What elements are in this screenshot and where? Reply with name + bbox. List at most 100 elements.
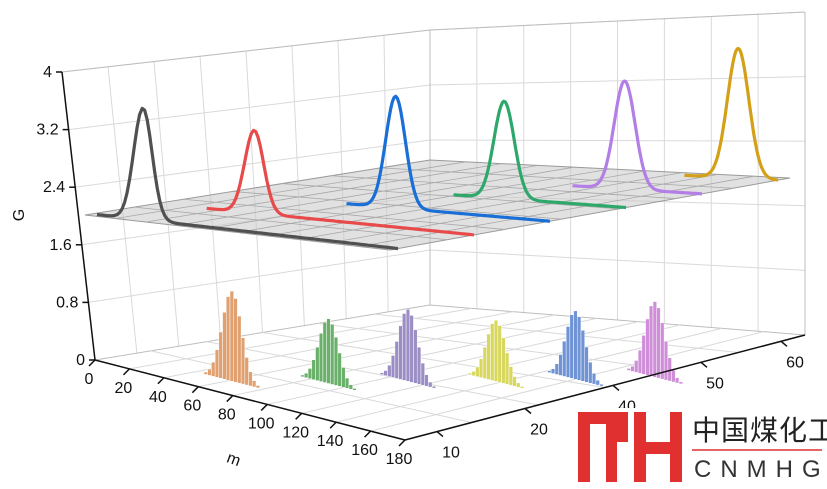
bar [229, 290, 234, 382]
curve-series [683, 46, 779, 182]
x-tick [260, 403, 268, 411]
z-axis-title: G [11, 209, 28, 221]
bar [482, 346, 487, 379]
bar-series [626, 301, 683, 385]
bar [322, 322, 327, 383]
bar [211, 362, 216, 377]
bar [508, 366, 513, 386]
bar [402, 313, 407, 381]
z-axis: 0 0.8 1.6 2.4 3.2 4 G [11, 64, 96, 369]
bar [652, 301, 657, 378]
bar [675, 377, 680, 384]
x-tick [122, 368, 130, 376]
bar [383, 370, 388, 376]
z-tick-label: 1.6 [50, 237, 72, 254]
x-tick [226, 395, 234, 403]
bar [214, 349, 219, 378]
x-tick-label: 140 [317, 433, 344, 450]
z-tick-label: 2.4 [43, 179, 65, 196]
bar [479, 358, 484, 378]
bar [311, 359, 316, 380]
bar [398, 325, 403, 380]
depth-tick [436, 431, 444, 438]
curve-series [96, 106, 399, 251]
bar [580, 330, 585, 382]
x-tick-label: 180 [386, 451, 413, 468]
bar [337, 352, 342, 387]
bar [592, 373, 597, 385]
bar [226, 296, 231, 381]
bar [326, 318, 331, 384]
bar [475, 366, 480, 377]
bar [233, 298, 238, 383]
x-tick [191, 386, 199, 394]
bar [645, 318, 650, 376]
bar [428, 381, 433, 388]
x-tick-label: 80 [218, 407, 236, 424]
bar [300, 374, 305, 377]
bar [333, 336, 338, 386]
bar [547, 370, 552, 373]
bar [420, 362, 425, 386]
bar [573, 310, 578, 380]
bar [341, 367, 346, 388]
bar [558, 354, 563, 376]
bar [501, 337, 506, 384]
bar [352, 388, 357, 391]
bar [663, 340, 668, 381]
depth-tick-label: 20 [530, 422, 548, 439]
x-tick-label: 0 [85, 371, 94, 388]
bar [497, 325, 502, 383]
z-tick-label: 3.2 [36, 122, 58, 139]
bar [660, 322, 665, 380]
bar [634, 360, 639, 373]
bar-series [379, 309, 436, 389]
bar [599, 383, 604, 387]
z-tick-label: 4 [43, 64, 52, 81]
bar [505, 352, 510, 385]
bar [237, 315, 242, 384]
bar [626, 368, 631, 371]
bar-series-group [203, 290, 683, 391]
bar [345, 377, 350, 389]
bar [218, 331, 223, 379]
bar [431, 385, 436, 389]
bar [405, 309, 410, 382]
bar [413, 329, 418, 384]
bar [565, 326, 570, 378]
bar [551, 368, 556, 374]
x-tick [364, 430, 372, 438]
x-tick [398, 439, 406, 447]
bar [394, 341, 399, 379]
bar [671, 369, 676, 383]
depth-tick [524, 407, 532, 415]
bar [248, 371, 253, 387]
logo-mark [578, 412, 682, 482]
bar [307, 368, 312, 379]
bar [304, 372, 309, 378]
bar [490, 323, 495, 381]
bar [387, 365, 392, 377]
bar [512, 376, 517, 387]
bar [569, 314, 574, 379]
bar [630, 365, 635, 372]
bar [424, 374, 429, 387]
curve-series [346, 94, 551, 223]
bar [409, 315, 414, 383]
bar [222, 312, 227, 380]
bar [467, 372, 472, 375]
x-tick-label: 100 [248, 415, 275, 432]
bar [493, 320, 498, 382]
z-tick-label: 0 [76, 352, 85, 369]
bar [330, 324, 335, 385]
bar [520, 386, 525, 389]
x-tick-label: 40 [149, 389, 167, 406]
bar [656, 307, 661, 379]
bar [240, 337, 245, 385]
x-tick [295, 412, 303, 420]
bar [554, 363, 559, 375]
bar [486, 333, 491, 380]
bar [584, 346, 589, 383]
